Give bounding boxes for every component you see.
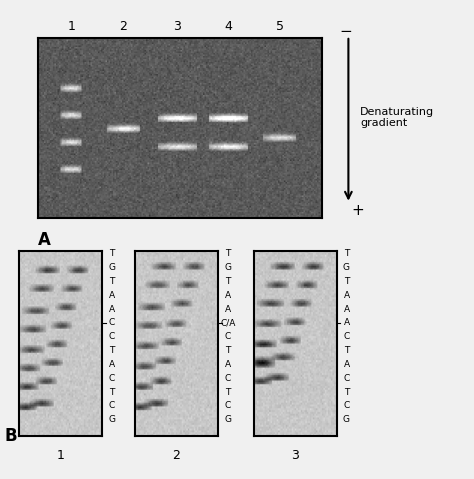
Text: 1: 1: [68, 20, 76, 33]
Text: +: +: [352, 203, 364, 218]
Text: C: C: [225, 332, 231, 341]
Text: 3: 3: [291, 449, 299, 462]
Text: A: A: [109, 291, 115, 300]
Text: 1: 1: [56, 449, 64, 462]
Text: 4: 4: [225, 20, 232, 33]
Text: A: A: [225, 360, 231, 369]
Text: C/A: C/A: [220, 319, 236, 328]
Text: Denaturating
gradient: Denaturating gradient: [360, 106, 434, 128]
Text: A: A: [225, 291, 231, 300]
Text: C: C: [109, 401, 115, 411]
Text: T: T: [225, 250, 231, 258]
Text: 2: 2: [119, 20, 127, 33]
Text: T: T: [109, 346, 115, 355]
Text: T: T: [344, 346, 349, 355]
Text: C: C: [109, 374, 115, 383]
Text: G: G: [225, 263, 231, 272]
Text: G: G: [225, 415, 231, 424]
Text: C: C: [109, 332, 115, 341]
Text: C: C: [343, 374, 350, 383]
Text: A: A: [344, 360, 349, 369]
Text: C: C: [109, 319, 115, 328]
Text: A: A: [344, 319, 349, 328]
Text: T: T: [225, 277, 231, 286]
Text: A: A: [344, 291, 349, 300]
Text: G: G: [109, 415, 115, 424]
Text: C: C: [225, 374, 231, 383]
Text: −: −: [340, 23, 352, 39]
Text: T: T: [109, 388, 115, 397]
Text: A: A: [225, 305, 231, 314]
Text: T: T: [109, 277, 115, 286]
Text: A: A: [109, 360, 115, 369]
Text: T: T: [344, 388, 349, 397]
Text: A: A: [344, 305, 349, 314]
Text: 5: 5: [276, 20, 283, 33]
Text: G: G: [343, 263, 350, 272]
Text: G: G: [109, 263, 115, 272]
Text: A: A: [38, 231, 51, 249]
Text: 2: 2: [173, 449, 180, 462]
Text: C: C: [225, 401, 231, 411]
Text: T: T: [225, 388, 231, 397]
Text: T: T: [225, 346, 231, 355]
Text: T: T: [109, 250, 115, 258]
Text: B: B: [5, 427, 18, 445]
Text: T: T: [344, 277, 349, 286]
Text: C: C: [343, 401, 350, 411]
Text: 3: 3: [173, 20, 181, 33]
Text: C: C: [343, 332, 350, 341]
Text: G: G: [343, 415, 350, 424]
Text: A: A: [109, 305, 115, 314]
Text: T: T: [344, 250, 349, 258]
